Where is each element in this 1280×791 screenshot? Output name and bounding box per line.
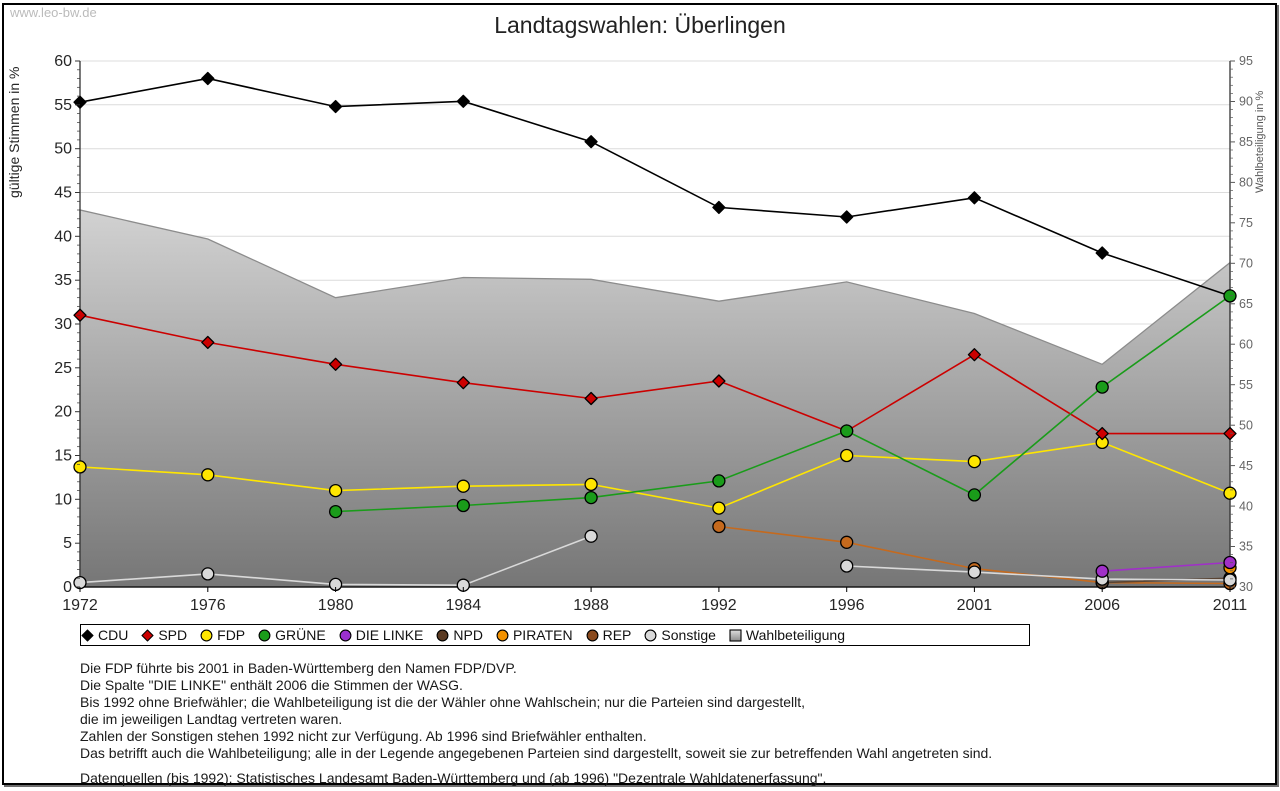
svg-text:90: 90: [1239, 95, 1253, 109]
svg-text:25: 25: [54, 360, 72, 377]
svg-text:0: 0: [63, 579, 72, 596]
svg-text:50: 50: [54, 141, 72, 158]
svg-text:80: 80: [1239, 176, 1253, 190]
svg-text:2006: 2006: [1084, 597, 1120, 614]
svg-text:50: 50: [1239, 418, 1253, 432]
svg-text:30: 30: [54, 316, 72, 333]
svg-text:75: 75: [1239, 216, 1253, 230]
svg-text:55: 55: [1239, 378, 1253, 392]
svg-text:60: 60: [54, 53, 72, 70]
svg-text:1988: 1988: [573, 597, 609, 614]
svg-text:65: 65: [1239, 297, 1253, 311]
svg-text:1984: 1984: [446, 597, 482, 614]
svg-text:5: 5: [63, 535, 72, 552]
svg-text:85: 85: [1239, 135, 1253, 149]
svg-text:2011: 2011: [1213, 597, 1248, 614]
svg-text:45: 45: [54, 185, 72, 202]
svg-text:35: 35: [54, 272, 72, 289]
svg-text:70: 70: [1239, 257, 1253, 271]
svg-text:60: 60: [1239, 337, 1253, 351]
svg-text:95: 95: [1239, 54, 1253, 68]
svg-text:2001: 2001: [957, 597, 993, 614]
svg-text:55: 55: [54, 97, 72, 114]
svg-text:35: 35: [1239, 540, 1253, 554]
svg-text:20: 20: [54, 404, 72, 421]
svg-text:15: 15: [54, 448, 72, 465]
svg-text:45: 45: [1239, 459, 1253, 473]
svg-text:1980: 1980: [318, 597, 354, 614]
svg-text:1976: 1976: [190, 597, 226, 614]
svg-text:1992: 1992: [701, 597, 737, 614]
svg-text:30: 30: [1239, 580, 1253, 594]
svg-text:1972: 1972: [62, 597, 98, 614]
svg-text:10: 10: [54, 491, 72, 508]
svg-text:40: 40: [54, 228, 72, 245]
svg-text:1996: 1996: [829, 597, 865, 614]
svg-text:40: 40: [1239, 499, 1253, 513]
